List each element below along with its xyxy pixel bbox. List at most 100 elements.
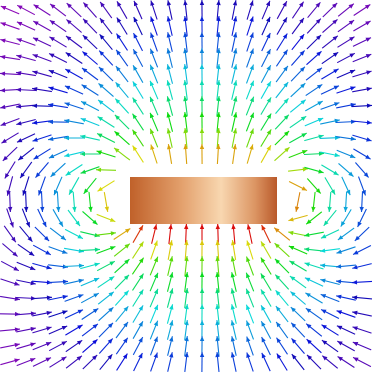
arrow-head bbox=[316, 67, 322, 73]
arrow-head bbox=[138, 225, 143, 231]
arrow-head bbox=[216, 96, 221, 102]
arrow-head bbox=[132, 97, 138, 103]
arrow-head bbox=[69, 189, 74, 195]
arrow-head bbox=[318, 151, 324, 156]
arrow-head bbox=[230, 288, 235, 294]
arrow-head bbox=[80, 169, 86, 174]
arrow-head bbox=[48, 103, 54, 108]
arrow-head bbox=[305, 292, 311, 298]
arrow-head bbox=[76, 355, 82, 361]
arrow-head bbox=[346, 189, 351, 196]
arrow-head bbox=[266, 81, 271, 87]
arrow-head bbox=[266, 16, 271, 23]
arrow-head bbox=[29, 358, 36, 363]
arrow-head bbox=[4, 173, 10, 179]
arrow-head bbox=[332, 52, 339, 57]
arrow-head bbox=[108, 307, 114, 313]
arrow-head bbox=[199, 336, 205, 341]
arrow-head bbox=[116, 33, 122, 39]
arrow-head bbox=[183, 96, 188, 102]
arrow-head bbox=[99, 50, 105, 56]
arrow-head bbox=[169, 304, 174, 310]
arrow-head bbox=[80, 151, 85, 157]
arrow-head bbox=[249, 80, 254, 87]
arrow-head bbox=[275, 290, 281, 296]
arrow-head bbox=[169, 272, 174, 278]
arrow-head bbox=[249, 48, 254, 54]
arrow-head bbox=[138, 305, 144, 311]
arrow-head bbox=[62, 279, 68, 284]
arrow-head bbox=[65, 69, 71, 74]
arrow-head bbox=[66, 19, 72, 25]
arrow-head bbox=[365, 54, 372, 59]
arrow-head bbox=[153, 304, 158, 311]
arrow-head bbox=[366, 137, 372, 142]
arrow-head bbox=[42, 221, 47, 227]
arrow-head bbox=[150, 64, 155, 71]
arrow-head bbox=[1, 138, 7, 144]
arrow-head bbox=[282, 17, 287, 23]
arrow-head bbox=[282, 33, 288, 39]
arrow-head bbox=[289, 260, 295, 266]
arrow-head bbox=[0, 55, 6, 60]
arrow-head bbox=[33, 37, 39, 42]
arrow-head bbox=[307, 354, 313, 360]
arrow-head bbox=[65, 170, 71, 176]
arrow-head bbox=[199, 80, 205, 85]
arrow-head bbox=[82, 68, 88, 73]
arrow-head bbox=[199, 32, 205, 37]
arrow-head bbox=[230, 336, 235, 342]
arrow-head bbox=[153, 240, 158, 246]
arrow-head bbox=[166, 96, 171, 102]
arrow-head bbox=[317, 101, 323, 106]
arrow-head bbox=[299, 34, 305, 40]
arrow-head bbox=[348, 171, 354, 177]
arrow-head bbox=[349, 36, 355, 42]
arrow-head bbox=[183, 64, 188, 70]
arrow-head bbox=[300, 116, 307, 121]
arrow-head bbox=[64, 118, 70, 124]
arrow-head bbox=[184, 224, 189, 230]
arrow-head bbox=[215, 352, 220, 358]
arrow-head bbox=[246, 256, 251, 263]
arrow-head bbox=[138, 353, 143, 359]
arrow-head bbox=[166, 32, 171, 38]
arrow-head bbox=[318, 134, 324, 139]
arrow-head bbox=[249, 32, 254, 38]
arrow-head bbox=[353, 357, 359, 362]
arrow-head bbox=[150, 16, 155, 22]
arrow-head bbox=[77, 324, 83, 330]
arrow-head bbox=[290, 307, 296, 313]
arrow-head bbox=[62, 294, 68, 300]
arrow-head bbox=[98, 67, 104, 73]
arrow-head bbox=[249, 144, 254, 150]
arrow-head bbox=[216, 144, 221, 150]
arrow-head bbox=[169, 336, 174, 342]
arrow-head bbox=[81, 101, 87, 106]
arrow-head bbox=[320, 263, 326, 268]
arrow-head bbox=[81, 84, 87, 90]
arrow-head bbox=[352, 326, 358, 331]
arrow-head bbox=[301, 186, 307, 191]
arrow-head bbox=[14, 327, 20, 332]
arrow-head bbox=[216, 112, 221, 118]
arrow-head bbox=[0, 22, 6, 27]
arrow-head bbox=[45, 250, 51, 255]
arrow-head bbox=[0, 88, 6, 93]
arrow-head bbox=[82, 35, 88, 41]
arrow-head bbox=[316, 84, 323, 89]
arrow-head bbox=[233, 112, 238, 118]
arrow-head bbox=[304, 232, 310, 237]
arrow-head bbox=[343, 206, 348, 212]
arrow-head bbox=[299, 66, 305, 72]
arrow-head bbox=[8, 206, 13, 212]
arrow-head bbox=[76, 340, 83, 345]
arrow-head bbox=[306, 339, 312, 345]
arrow-head bbox=[30, 311, 36, 316]
arrow-head bbox=[266, 97, 272, 103]
arrow-head bbox=[133, 17, 138, 23]
arrow-head bbox=[83, 188, 89, 194]
arrow-head bbox=[92, 308, 99, 314]
arrow-head bbox=[199, 256, 205, 261]
arrow-head bbox=[184, 304, 189, 310]
